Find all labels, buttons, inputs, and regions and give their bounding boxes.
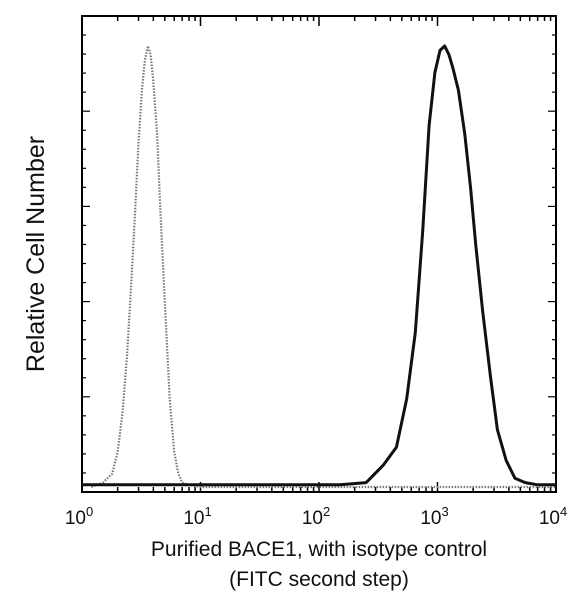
y-axis-label: Relative Cell Number (22, 136, 50, 372)
x-axis-ticks (81, 16, 557, 492)
x-tick-label: 103 (420, 504, 448, 529)
x-axis-tick-labels: 100 101 102 103 104 (65, 504, 567, 529)
x-axis-label-line1: Purified BACE1, with isotype control (151, 538, 487, 561)
bace1-curve (82, 44, 556, 487)
plot-frame (81, 15, 557, 493)
x-tick-label: 101 (183, 504, 211, 529)
series-layer (82, 44, 556, 489)
y-axis-ticks (82, 15, 556, 493)
x-tick-label: 104 (539, 504, 567, 529)
x-axis-label-line2: (FITC second step) (229, 568, 409, 591)
x-tick-label: 102 (302, 504, 330, 529)
x-tick-label: 100 (65, 504, 93, 529)
isotype-control-curve (91, 44, 556, 489)
